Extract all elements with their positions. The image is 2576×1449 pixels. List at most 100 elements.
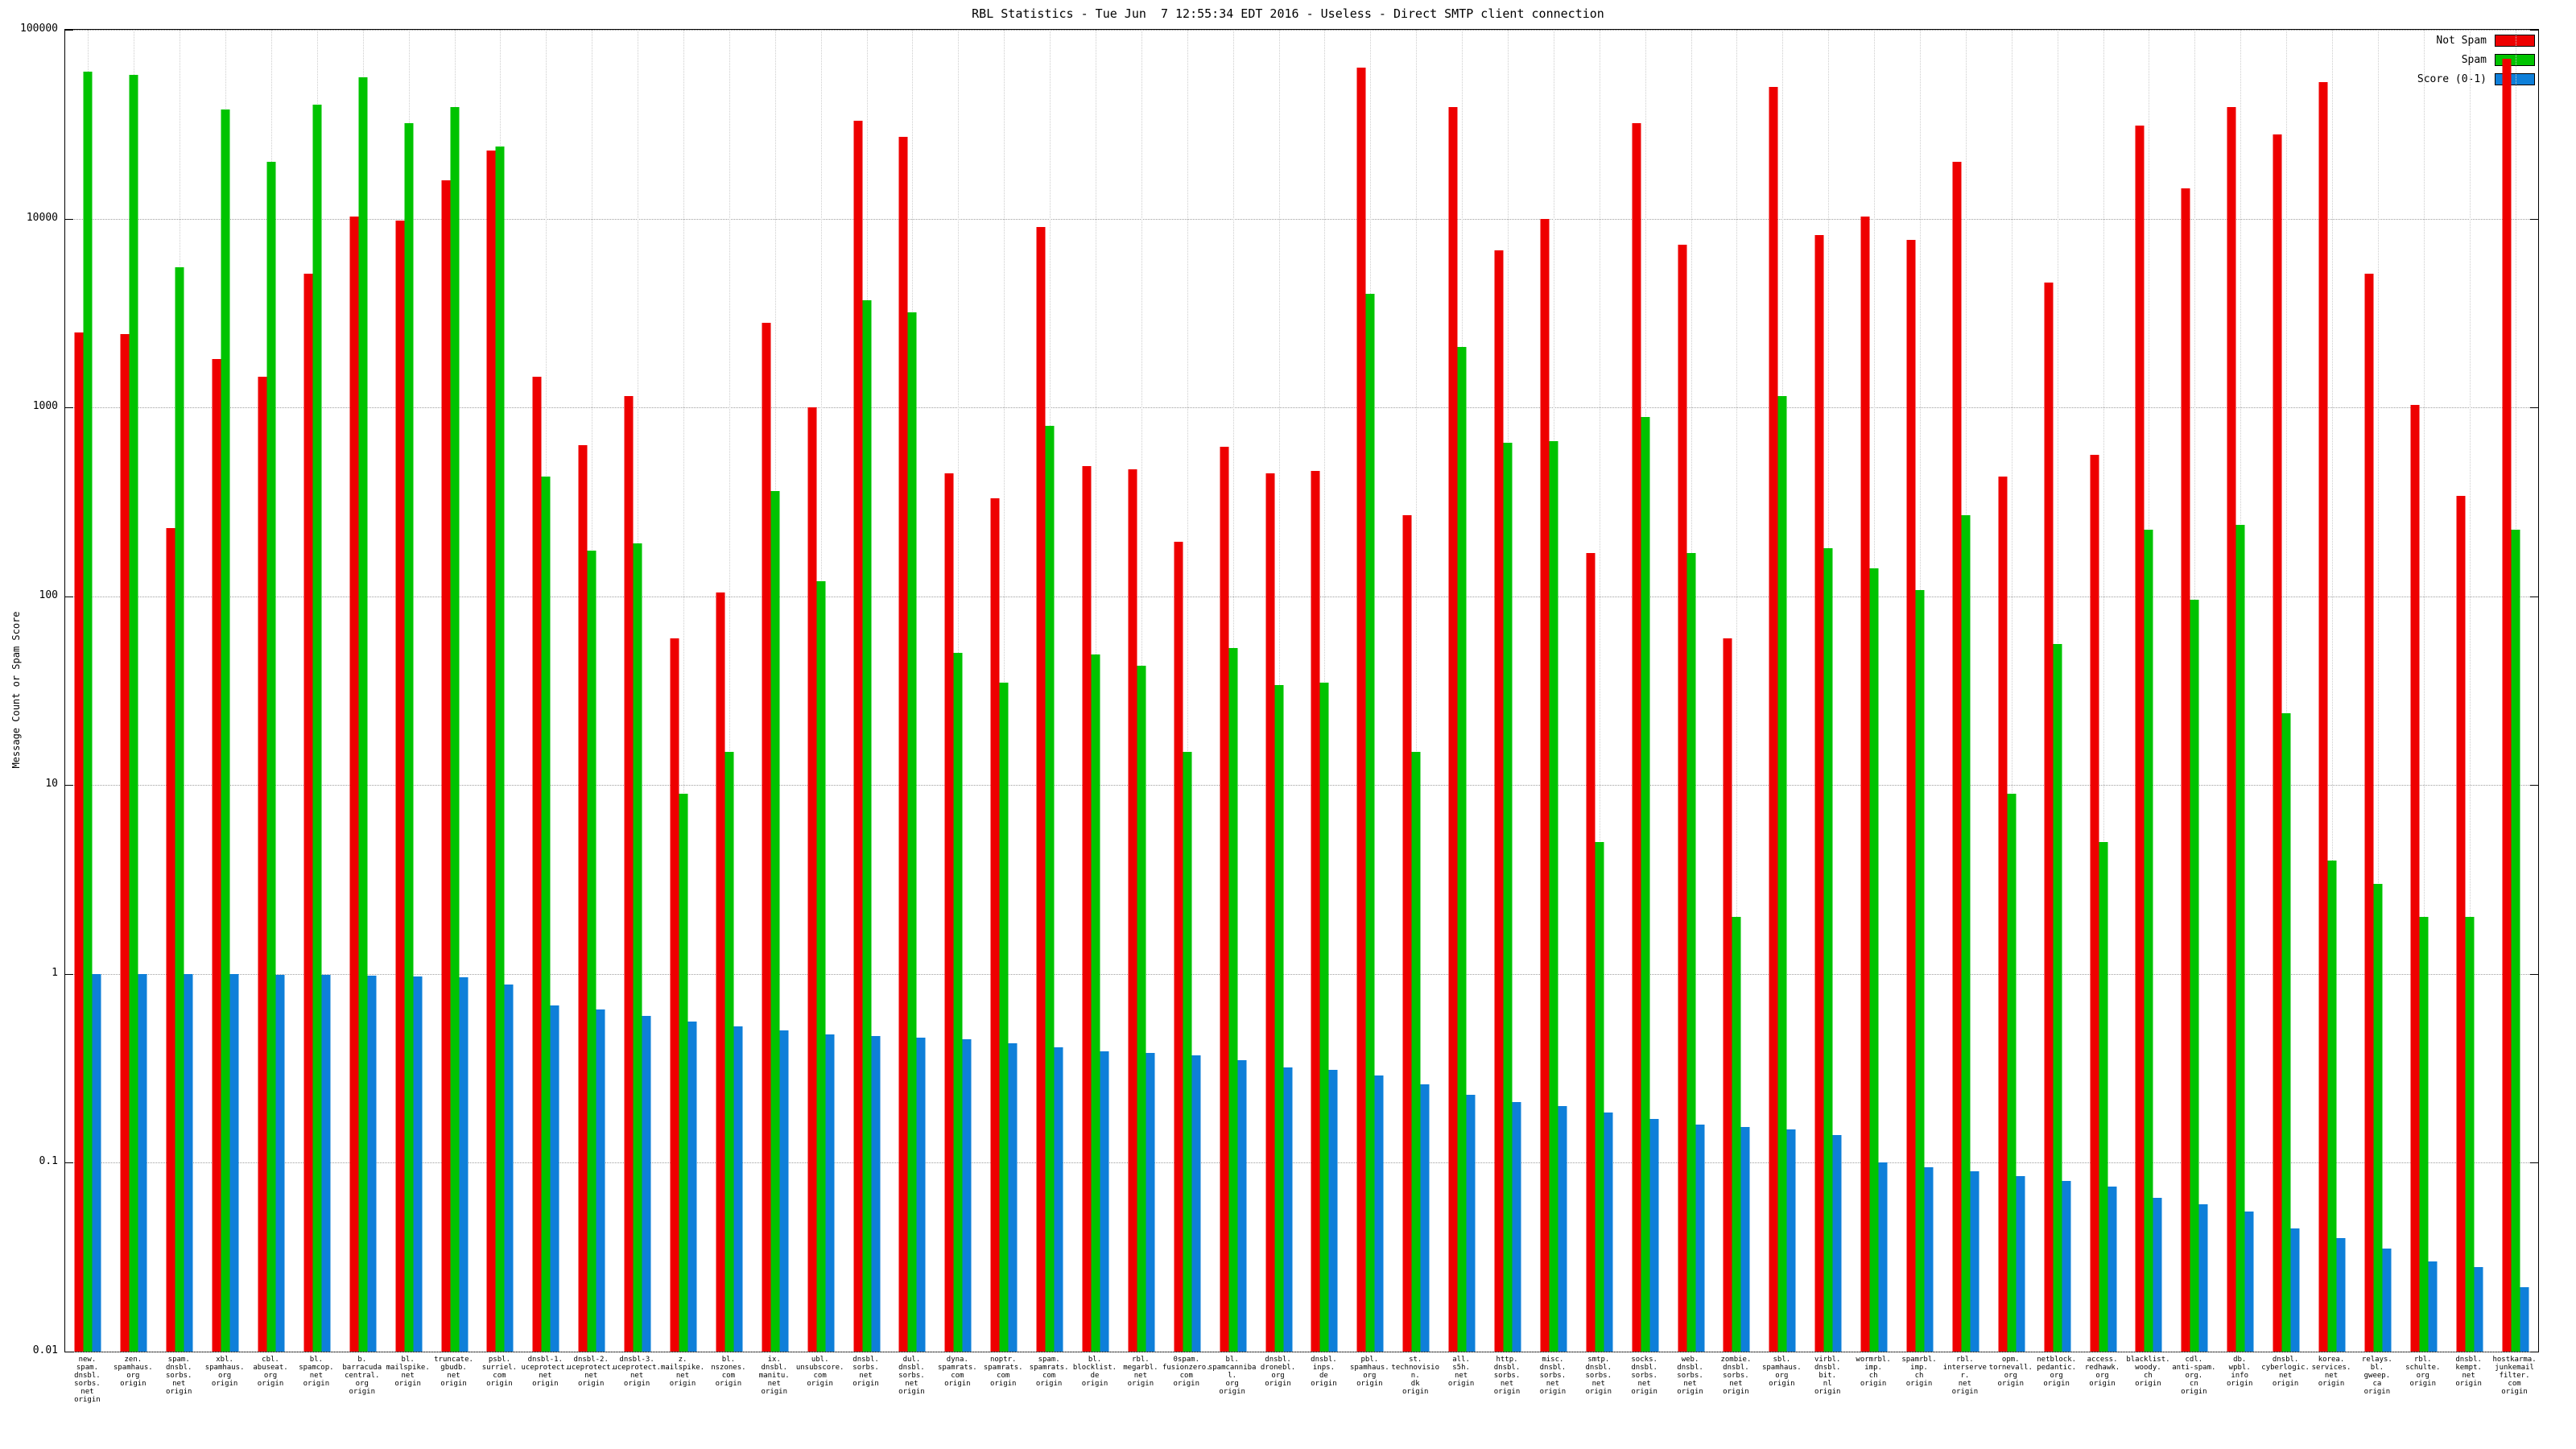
bar-score <box>459 977 469 1352</box>
bar-not-spam <box>1174 541 1183 1352</box>
x-axis-label-line: fusionzero. <box>1162 1364 1211 1372</box>
bar-not-spam <box>2227 106 2236 1352</box>
x-axis-label: bl. nszones. com origin <box>704 1356 753 1388</box>
x-axis-label-line: ch <box>1868 1372 1878 1380</box>
y-tick-label: 1000 <box>32 400 58 413</box>
y-tick-mark-right <box>2530 1162 2538 1164</box>
x-axis-label: dnsbl. inps. de origin <box>1299 1356 1348 1388</box>
x-axis-label-line: net <box>1591 1380 1605 1388</box>
bar-cluster <box>1540 218 1567 1352</box>
x-axis-label-line: cn <box>2189 1380 2198 1388</box>
bar-cluster <box>212 109 239 1352</box>
x-axis-label-line: all. <box>1452 1356 1470 1364</box>
x-axis-label-line: redhawk. <box>2084 1364 2120 1372</box>
bar-spam <box>2373 883 2383 1352</box>
x-axis-label: socks. dnsbl. sorbs. net origin <box>1620 1356 1669 1396</box>
v-gridline <box>1187 30 1188 1352</box>
bar-score <box>275 974 285 1352</box>
x-axis-label-line: org <box>1271 1372 1285 1380</box>
x-axis-label-line: unsubscore. <box>795 1364 844 1372</box>
x-axis-label: rbl. schulte. org origin <box>2399 1356 2447 1388</box>
bar-score <box>2474 1267 2483 1352</box>
bar-cluster <box>1265 473 1293 1352</box>
bar-score <box>825 1034 835 1352</box>
bar-cluster <box>1220 446 1247 1352</box>
h-gridline <box>65 973 2538 975</box>
bar-spam <box>1869 568 1879 1352</box>
x-axis-label-line: wormrbl. <box>1856 1356 1891 1364</box>
y-tick-mark-left <box>65 973 73 975</box>
x-axis-label: z. mailspike. net origin <box>658 1356 707 1388</box>
bar-not-spam <box>395 220 405 1352</box>
x-axis-labels: new. spam. dnsbl. sorbs. net origin zen. spamha… <box>64 1356 2537 1446</box>
y-tick-label: 0.01 <box>32 1344 58 1356</box>
bar-score <box>962 1039 972 1352</box>
x-axis-label-line: origin <box>1311 1380 1337 1388</box>
x-axis-label-line: spam. <box>76 1364 98 1372</box>
x-axis-label-line: dnsbl. <box>1677 1364 1703 1372</box>
x-axis-label-line: origin <box>2043 1380 2070 1388</box>
x-axis-label-line: dnsbl. <box>1265 1356 1291 1364</box>
bar-score <box>1374 1075 1384 1352</box>
x-axis-label: sbl. spamhaus. org origin <box>1757 1356 1806 1388</box>
x-axis-label-line: abuseat. <box>253 1364 288 1372</box>
bar-not-spam <box>1769 86 1778 1352</box>
x-axis-label-line: origin <box>120 1380 147 1388</box>
bar-spam <box>2465 917 2475 1352</box>
x-axis-label-line: sorbs. <box>1539 1372 1567 1380</box>
x-axis-label-line: origin <box>440 1380 467 1388</box>
x-axis-label-line: access. <box>2087 1356 2118 1364</box>
x-axis-label-line: origin <box>2318 1380 2345 1388</box>
x-axis-label-line: anti-spam. <box>2172 1364 2216 1372</box>
bar-score <box>2428 1261 2438 1352</box>
legend-item: Not Spam <box>2417 35 2535 47</box>
x-axis-label-line: bl. <box>309 1356 323 1364</box>
bar-not-spam <box>2410 405 2420 1352</box>
bar-spam <box>679 794 688 1352</box>
x-axis-label-line: st. <box>1409 1356 1422 1364</box>
x-axis-label-line: zen. <box>124 1356 142 1364</box>
x-axis-label-line: net <box>401 1372 415 1380</box>
x-axis-label: truncate. gbudb. net origin <box>430 1356 478 1388</box>
x-axis-label-line: bl. <box>1225 1356 1239 1364</box>
bar-score <box>2336 1237 2346 1352</box>
x-axis-label-line: spamhaus. <box>1761 1364 1802 1372</box>
bar-spam <box>83 72 93 1352</box>
x-axis-label-line: s5h. <box>1452 1364 1470 1372</box>
plot-area: Not Spam Spam Score (0-1) <box>64 29 2539 1352</box>
bar-cluster <box>2181 188 2208 1352</box>
x-axis-label-line: origin <box>1356 1380 1383 1388</box>
x-axis-label: korea. services. net origin <box>2307 1356 2355 1388</box>
bar-spam <box>633 543 642 1352</box>
bar-spam <box>266 161 276 1352</box>
x-axis-label-line: blocklist. <box>1072 1364 1117 1372</box>
bar-not-spam <box>441 180 451 1352</box>
x-axis-label-line: sbl. <box>1773 1356 1791 1364</box>
x-axis-label: spam. dnsbl. sorbs. net origin <box>155 1356 203 1396</box>
x-axis-label-line: origin <box>1127 1380 1154 1388</box>
bar-not-spam <box>1448 106 1458 1352</box>
x-axis-label-line: kempt. <box>2455 1364 2482 1372</box>
bar-spam <box>358 77 368 1352</box>
bar-spam <box>1777 395 1787 1352</box>
bar-not-spam <box>2318 81 2328 1352</box>
bar-score <box>871 1035 881 1352</box>
x-axis-label-line: net <box>2324 1372 2339 1380</box>
bar-spam <box>129 74 138 1352</box>
bar-spam <box>1503 443 1513 1352</box>
x-axis-label-line: origin <box>2135 1380 2161 1388</box>
bar-not-spam <box>349 216 359 1352</box>
bar-score <box>1558 1105 1567 1352</box>
x-axis-label-line: org <box>126 1372 140 1380</box>
bar-not-spam <box>716 592 725 1352</box>
x-axis-label-line: db. <box>2233 1356 2247 1364</box>
bar-spam <box>312 105 322 1352</box>
x-axis-label: all. s5h. net origin <box>1437 1356 1485 1388</box>
x-axis-label-line: origin <box>1631 1388 1657 1396</box>
bar-cluster <box>1036 227 1063 1352</box>
x-axis-label-line: net <box>1637 1380 1651 1388</box>
bar-cluster <box>1998 477 2025 1352</box>
x-axis-label-line: spam. <box>1038 1356 1060 1364</box>
x-axis-label-line: sorbs. <box>1631 1372 1657 1380</box>
bar-not-spam <box>2044 282 2054 1352</box>
